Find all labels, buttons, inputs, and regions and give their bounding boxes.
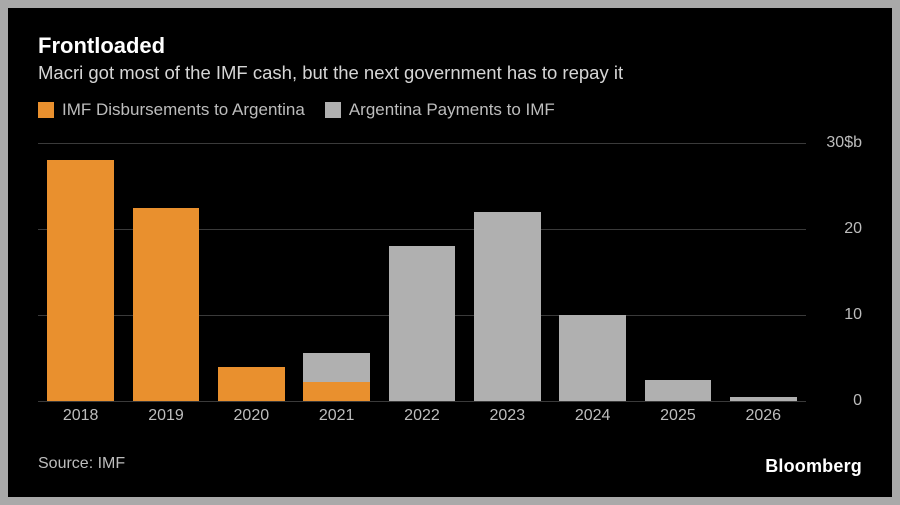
bar-slot xyxy=(379,143,464,401)
legend-label: IMF Disbursements to Argentina xyxy=(62,100,305,120)
legend-label: Argentina Payments to IMF xyxy=(349,100,555,120)
y-axis: 30$b20100 xyxy=(810,143,862,401)
x-tick-label: 2020 xyxy=(209,401,294,427)
legend-swatch-icon xyxy=(38,102,54,118)
legend-swatch-icon xyxy=(325,102,341,118)
bar-segment-disbursements xyxy=(133,208,200,402)
bar xyxy=(474,212,541,401)
bar-segment-payments xyxy=(303,353,370,382)
bar-slot xyxy=(294,143,379,401)
bar-segment-payments xyxy=(474,212,541,401)
bar-segment-payments xyxy=(389,246,456,401)
bar xyxy=(133,208,200,402)
y-tick-label: 10 xyxy=(810,306,862,324)
y-tick-label: 20 xyxy=(810,220,862,238)
x-tick-label: 2018 xyxy=(38,401,123,427)
legend-item-disbursements: IMF Disbursements to Argentina xyxy=(38,100,305,120)
bar-segment-payments xyxy=(645,380,712,402)
chart-card: Frontloaded Macri got most of the IMF ca… xyxy=(8,8,892,497)
bar xyxy=(559,315,626,401)
bar-segment-payments xyxy=(559,315,626,401)
x-tick-label: 2021 xyxy=(294,401,379,427)
legend: IMF Disbursements to Argentina Argentina… xyxy=(38,100,862,120)
bar-slot xyxy=(38,143,123,401)
bar xyxy=(645,380,712,402)
chart-subtitle: Macri got most of the IMF cash, but the … xyxy=(38,62,862,84)
bar xyxy=(303,353,370,401)
bar-segment-disbursements xyxy=(303,382,370,401)
x-tick-label: 2026 xyxy=(721,401,806,427)
chart-title: Frontloaded xyxy=(38,34,862,58)
plot-area xyxy=(38,143,806,401)
bar-segment-disbursements xyxy=(218,367,285,401)
x-tick-label: 2024 xyxy=(550,401,635,427)
bar xyxy=(47,160,114,401)
bar-slot xyxy=(721,143,806,401)
x-tick-label: 2025 xyxy=(635,401,720,427)
y-tick-label: 30$b xyxy=(810,134,862,152)
brand-label: Bloomberg xyxy=(765,456,862,477)
bar xyxy=(389,246,456,401)
bar xyxy=(218,367,285,401)
x-tick-label: 2023 xyxy=(465,401,550,427)
bar-slot xyxy=(550,143,635,401)
x-tick-label: 2019 xyxy=(123,401,208,427)
x-axis: 201820192020202120222023202420252026 xyxy=(38,401,806,427)
chart-area: 30$b20100 201820192020202120222023202420… xyxy=(38,143,862,427)
source-text: Source: IMF xyxy=(38,455,125,473)
x-tick-label: 2022 xyxy=(379,401,464,427)
bar-segment-disbursements xyxy=(47,160,114,401)
bars-container xyxy=(38,143,806,401)
bar-slot xyxy=(123,143,208,401)
bar-slot xyxy=(635,143,720,401)
bar-slot xyxy=(209,143,294,401)
legend-item-payments: Argentina Payments to IMF xyxy=(325,100,555,120)
y-tick-label: 0 xyxy=(810,392,862,410)
bar-slot xyxy=(465,143,550,401)
